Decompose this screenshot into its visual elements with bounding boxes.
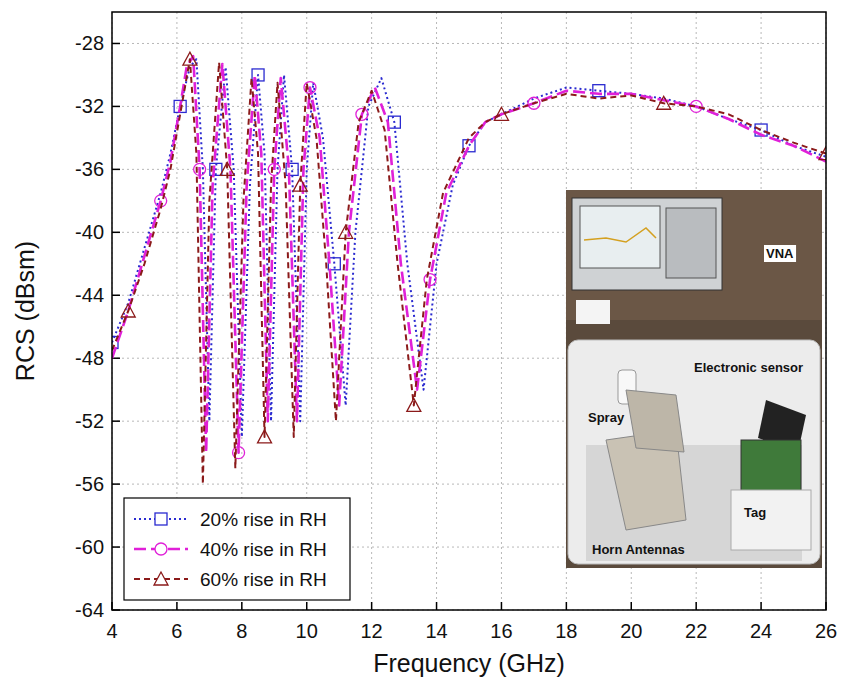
inset-horn [626,390,684,452]
inset-label-bg [742,504,768,521]
y-tick-label: -56 [75,473,104,495]
x-tick-label: 26 [815,620,837,642]
x-tick [566,602,568,610]
y-axis-title: RCS (dBsm) [11,241,39,381]
y-tick-label: -40 [75,221,104,243]
x-tick [695,602,697,610]
series-marker [220,162,234,175]
inset-label: VNA [766,246,794,261]
legend-box [124,498,350,600]
y-tick [112,295,120,297]
y-tick [112,546,120,548]
inset-label: Horn Antennas [592,542,685,557]
legend-label: 60% rise in RH [200,569,327,590]
y-tick-label: -44 [75,284,104,306]
inset-label: Tag [744,505,766,520]
inset-label-bg [692,359,805,376]
y-tick-label: -48 [75,347,104,369]
series-marker [194,163,206,175]
y-tick [112,169,120,171]
y-grid-line [112,169,826,170]
legend-label: 40% rise in RH [200,539,327,560]
y-tick-label: -36 [75,158,104,180]
legend-label: 20% rise in RH [200,509,327,530]
inset-label: Electronic sensor [694,360,803,375]
x-tick [176,602,178,610]
plot-frame [112,12,826,610]
y-grid-line [112,43,826,44]
inset-photo: VNA Electronic sensor Spray Tag Horn Antenna… [566,190,822,568]
legend-marker [154,572,168,585]
grid [112,12,826,610]
x-tick-label: 16 [490,620,512,642]
chart: 4 6 8 10 12 14 16 18 20 22 24 26 -64 -60 -56 -52 -48 -44 -… [0,0,844,684]
x-tick [241,602,243,610]
y-tick [112,106,120,108]
x-tick-label: 24 [750,620,772,642]
y-tick-label: -64 [75,599,104,621]
x-tick [436,602,438,610]
legend-marker [155,543,167,555]
x-tick-label: 12 [361,620,383,642]
series-marker [388,116,400,128]
series-marker [183,52,197,65]
series-marker [356,108,368,120]
y-tick [112,483,120,485]
series-marker [819,147,826,160]
x-grid-line [436,12,437,610]
x-tick-label: 10 [296,620,318,642]
series-marker [268,163,280,175]
inset-label-bg [764,245,796,262]
x-tick-label: 14 [425,620,447,642]
y-tick-label: -32 [75,95,104,117]
series-marker [339,225,353,238]
y-tick [112,43,120,45]
y-tick-label: -52 [75,410,104,432]
series-marker [121,304,135,317]
x-tick [501,602,503,610]
inset-vna [572,198,722,290]
series-marker [657,96,671,109]
y-tick-label: -28 [75,32,104,54]
inset-tub [568,340,820,564]
x-axis-title: Frequency (GHz) [373,649,565,677]
inset-frame [566,190,822,568]
x-tick-label: 4 [106,620,117,642]
plot-background [112,12,826,610]
inset-label: Spray [588,410,625,425]
x-tick [760,602,762,610]
inset-trace [584,228,656,242]
legend: 20% rise in RH 40% rise in RH 60% rise in … [124,498,350,600]
y-tick [112,232,120,234]
x-tick-label: 8 [236,620,247,642]
axes: 4 6 8 10 12 14 16 18 20 22 24 26 -64 -60 -56 -52 -48 -44 -… [75,32,837,642]
series-marker [293,178,307,191]
inset-label-bg [590,541,687,558]
inset-stand [731,490,811,550]
x-tick-label: 20 [620,620,642,642]
series-marker [258,430,272,443]
x-tick-label: 6 [171,620,182,642]
x-grid-line [371,12,372,610]
inset-label-bg [586,409,627,426]
inset-vna-keys [666,208,716,278]
x-tick [371,602,373,610]
legend-marker [155,513,167,525]
inset-vna-screen [580,206,660,268]
series-marker [494,107,508,120]
x-tick [631,602,633,610]
x-tick-label: 18 [555,620,577,642]
x-tick-label: 22 [685,620,707,642]
y-tick [112,420,120,422]
x-grid-line [501,12,502,610]
x-tick [306,602,308,610]
inset-foam [576,300,610,324]
y-tick-label: -60 [75,536,104,558]
series-marker [407,398,421,411]
